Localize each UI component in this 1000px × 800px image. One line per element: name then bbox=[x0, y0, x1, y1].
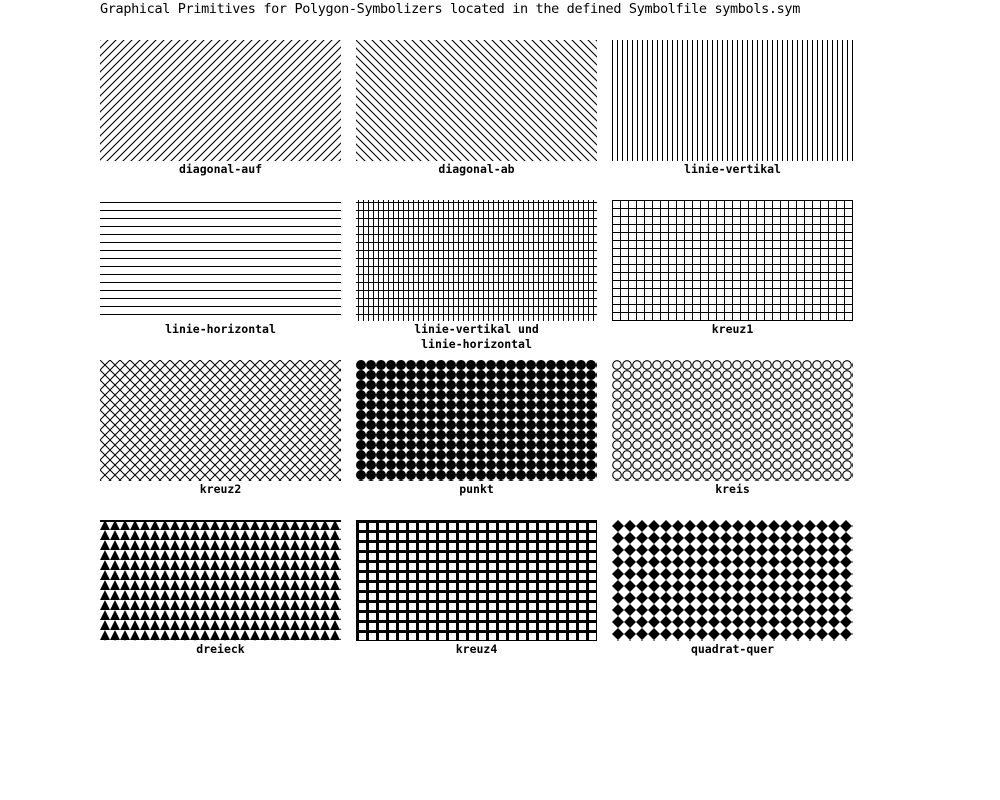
symbol-cell-linie-vertikal: linie-vertikal bbox=[612, 40, 853, 177]
symbol-label: kreuz1 bbox=[711, 322, 754, 336]
symbol-label: kreis bbox=[715, 482, 750, 496]
symbol-cell-quadrat-quer: quadrat-quer bbox=[612, 520, 853, 657]
symbol-label: linie-horizontal bbox=[165, 322, 276, 336]
symbol-cell-diagonal-auf: diagonal-auf bbox=[100, 40, 341, 177]
symbol-label: linie-vertikal und linie-horizontal bbox=[414, 322, 539, 351]
symbol-cell-kreuz1: kreuz1 bbox=[612, 200, 853, 337]
symbol-cell-dreieck: dreieck bbox=[100, 520, 341, 657]
symbol-cell-punkt: punkt bbox=[356, 360, 597, 497]
dreieck-swatch bbox=[100, 520, 341, 641]
symbol-cell-kreuz2: kreuz2 bbox=[100, 360, 341, 497]
symbol-label: linie-vertikal bbox=[684, 162, 781, 176]
symbol-label: quadrat-quer bbox=[690, 642, 775, 656]
linie-horizontal-swatch bbox=[100, 200, 341, 316]
symbol-label: diagonal-ab bbox=[438, 162, 515, 176]
punkt-swatch bbox=[356, 360, 597, 481]
diagonal-ab-swatch bbox=[356, 40, 597, 161]
symbol-cell-diagonal-ab: diagonal-ab bbox=[356, 40, 597, 177]
symbol-cell-linie-vertikal-und-linie-horizontal: linie-vertikal und linie-horizontal bbox=[356, 200, 597, 352]
linie-vertikal-swatch bbox=[612, 40, 853, 161]
quadrat-quer-swatch bbox=[612, 520, 853, 641]
kreuz1-swatch bbox=[612, 200, 853, 321]
symbol-label: punkt bbox=[459, 482, 494, 496]
symbol-cell-kreis: kreis bbox=[612, 360, 853, 497]
symbol-label: diagonal-auf bbox=[178, 162, 263, 176]
kreuz2-swatch bbox=[100, 360, 341, 481]
symbol-cell-kreuz4: kreuz4 bbox=[356, 520, 597, 657]
linie-vertikal-und-linie-horizontal-swatch bbox=[356, 200, 597, 321]
kreis-swatch bbox=[612, 360, 853, 481]
kreuz4-swatch bbox=[356, 520, 597, 641]
symbol-label: kreuz4 bbox=[455, 642, 498, 656]
symbol-label: dreieck bbox=[196, 642, 245, 656]
page-title: Graphical Primitives for Polygon-Symboli… bbox=[100, 1, 800, 17]
symbol-cell-linie-horizontal: linie-horizontal bbox=[100, 200, 341, 337]
symbol-label: kreuz2 bbox=[199, 482, 242, 496]
diagonal-auf-swatch bbox=[100, 40, 341, 161]
